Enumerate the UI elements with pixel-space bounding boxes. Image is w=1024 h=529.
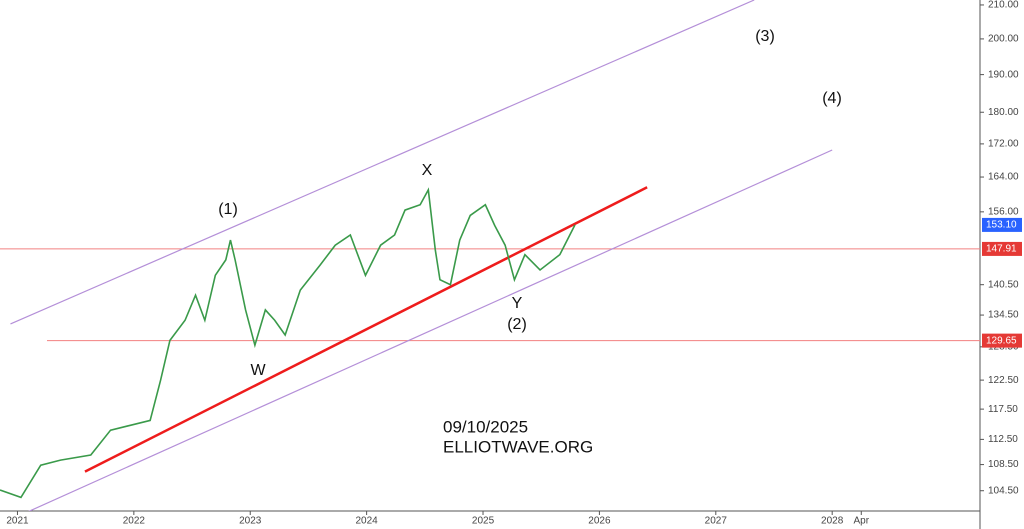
y-tick-label: 164.00 [988, 172, 1019, 183]
y-tick-label: 190.00 [988, 69, 1019, 80]
y-tick-label: 117.50 [988, 404, 1018, 415]
x-tick-label: 2027 [705, 516, 728, 527]
y-tick-label: 156.00 [988, 206, 1019, 217]
wave-label: Y [512, 295, 523, 312]
trendline [28, 149, 833, 511]
y-tick-label: 210.00 [988, 0, 1019, 11]
y-tick-label: 122.50 [988, 375, 1019, 386]
trendline [84, 186, 648, 473]
annotations: (1) W X Y (2) (3) (4) 09/10/2025 ELLIOTW… [218, 28, 842, 456]
x-tick-label: 2022 [123, 516, 146, 527]
x-tick-label: 2023 [239, 516, 262, 527]
wave-label: W [250, 362, 266, 379]
x-tick-label: 2021 [6, 516, 29, 527]
wave-label: X [422, 162, 433, 179]
watermark-site: ELLIOTWAVE.ORG [443, 437, 593, 456]
y-tick-label: 108.50 [988, 459, 1019, 470]
level-label: 147.91 [986, 244, 1017, 255]
x-tick-label: 2024 [356, 516, 379, 527]
last-price-box [982, 217, 1022, 232]
wave-label: (1) [218, 201, 238, 218]
trendline [10, 0, 755, 325]
y-tick-label: 200.00 [988, 34, 1019, 45]
wave-label: (3) [755, 28, 775, 45]
price-line [0, 187, 576, 499]
watermark-date: 09/10/2025 [443, 417, 528, 436]
y-tick-label: 112.50 [988, 434, 1018, 445]
wave-label: (2) [507, 316, 527, 333]
y-tick-label: 172.00 [988, 139, 1019, 150]
x-tick-label: Apr [854, 516, 870, 527]
level-box [982, 241, 1022, 256]
x-tick-label: 2026 [588, 516, 611, 527]
level-label: 129.65 [986, 335, 1017, 346]
y-tick-label: 104.50 [988, 485, 1019, 496]
y-tick-label: 134.50 [988, 310, 1019, 321]
y-tick-label: 180.00 [988, 107, 1019, 118]
x-tick-label: 2028 [821, 516, 844, 527]
y-tick-label: 140.50 [988, 279, 1019, 290]
x-tick-label: 2025 [472, 516, 495, 527]
wave-label: (4) [822, 90, 842, 107]
level-box [982, 333, 1022, 348]
last-price-label: 153.10 [986, 220, 1017, 231]
